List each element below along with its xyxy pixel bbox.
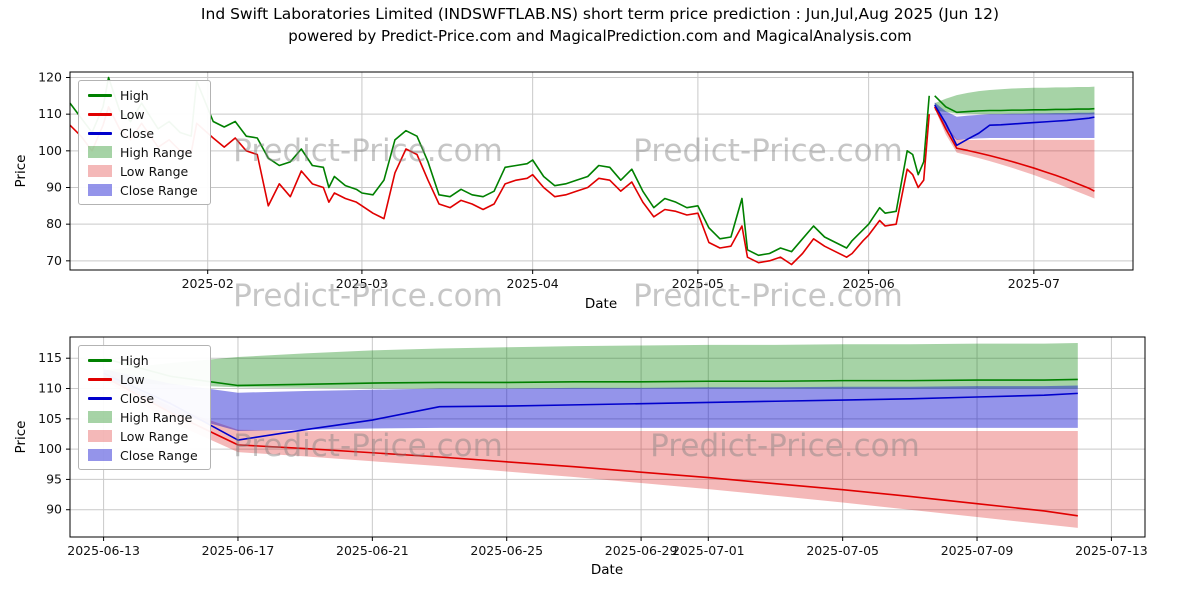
legend-swatch	[88, 396, 112, 400]
legend-label: Close	[120, 390, 155, 406]
legend-swatch	[88, 146, 112, 158]
x-axis-label-top: Date	[584, 296, 618, 312]
legend-label: Close Range	[120, 182, 198, 198]
x-tick-label: 2025-06-25	[470, 543, 543, 558]
legend-label: Low Range	[120, 163, 189, 179]
legend-swatch	[88, 377, 112, 381]
x-tick-label: 2025-07-13	[1075, 543, 1148, 558]
legend-item-low: Low	[88, 371, 198, 387]
y-tick-label: 70	[46, 253, 62, 268]
x-axis-label-bottom: Date	[590, 562, 624, 578]
x-tick-label: 2025-04	[507, 276, 559, 291]
legend-item-close: Close	[88, 390, 198, 406]
legend-top: High Low Close High Range Low Range Close Ran…	[78, 80, 211, 205]
legend-swatch	[88, 131, 112, 135]
legend-label: High Range	[120, 409, 193, 425]
low-line	[69, 106, 931, 266]
legend-swatch	[88, 411, 112, 423]
legend-bottom: High Low Close High Range Low Range Close Ran…	[78, 345, 211, 470]
legend-item-close: Close	[88, 125, 198, 141]
y-axis-label-bottom: Price	[13, 420, 29, 454]
high-range-band	[103, 343, 1078, 389]
legend-swatch	[88, 449, 112, 461]
y-tick-label: 110	[38, 106, 62, 121]
legend-item-high: High	[88, 352, 198, 368]
legend-item-high-range: High Range	[88, 409, 198, 425]
predicted-low-line	[103, 375, 1078, 517]
legend-label: High	[120, 352, 149, 368]
high-range-band	[934, 86, 1095, 115]
x-tick-label: 2025-06-17	[202, 543, 275, 558]
y-tick-label: 100	[38, 441, 62, 456]
legend-label: Close Range	[120, 447, 198, 463]
legend-swatch	[88, 165, 112, 177]
y-tick-label: 80	[46, 216, 62, 231]
legend-label: High	[120, 87, 149, 103]
y-tick-label: 90	[46, 180, 62, 195]
x-tick-label: 2025-02	[182, 276, 234, 291]
legend-item-high: High	[88, 87, 198, 103]
x-tick-label: 2025-06-21	[336, 543, 409, 558]
close-range-band	[934, 102, 1095, 140]
y-tick-label: 115	[38, 350, 62, 365]
legend-item-low: Low	[88, 106, 198, 122]
y-tick-label: 90	[46, 502, 62, 517]
chart-subtitle: powered by Predict-Price.com and Magical…	[288, 27, 912, 45]
legend-swatch	[88, 358, 112, 362]
y-tick-label: 95	[46, 471, 62, 486]
close-range-band	[103, 369, 1078, 431]
x-tick-label: 2025-06-29	[605, 543, 678, 558]
y-tick-label: 110	[38, 381, 62, 396]
x-tick-label: 2025-05	[672, 276, 724, 291]
legend-item-low-range: Low Range	[88, 428, 198, 444]
legend-item-high-range: High Range	[88, 144, 198, 160]
legend-item-close-range: Close Range	[88, 447, 198, 463]
legend-label: Low	[120, 371, 145, 387]
legend-label: Low Range	[120, 428, 189, 444]
x-tick-label: 2025-03	[336, 276, 388, 291]
legend-item-close-range: Close Range	[88, 182, 198, 198]
y-tick-label: 100	[38, 143, 62, 158]
x-tick-label: 2025-06	[843, 276, 895, 291]
x-tick-label: 2025-07-01	[672, 543, 745, 558]
predicted-low-line	[934, 106, 1095, 192]
y-tick-label: 120	[38, 70, 62, 85]
legend-label: High Range	[120, 144, 193, 160]
high-line	[69, 76, 931, 257]
x-tick-label: 2025-07-05	[806, 543, 879, 558]
x-tick-label: 2025-07	[1008, 276, 1060, 291]
y-axis-label-top: Price	[13, 154, 29, 188]
legend-swatch	[88, 112, 112, 116]
predicted-close-line	[103, 372, 1078, 441]
predicted-close-line	[934, 104, 1095, 147]
x-tick-label: 2025-07-09	[941, 543, 1014, 558]
legend-label: Close	[120, 125, 155, 141]
plot-frame	[69, 336, 1146, 538]
legend-swatch	[88, 93, 112, 97]
y-tick-label: 105	[38, 411, 62, 426]
chart-title: Ind Swift Laboratories Limited (INDSWFTL…	[200, 5, 1000, 23]
predicted-high-line	[934, 95, 1095, 114]
plot-frame	[69, 71, 1134, 271]
legend-item-low-range: Low Range	[88, 163, 198, 179]
legend-label: Low	[120, 106, 145, 122]
legend-swatch	[88, 184, 112, 196]
x-tick-label: 2025-06-13	[67, 543, 140, 558]
legend-swatch	[88, 430, 112, 442]
predicted-high-line	[103, 357, 1078, 387]
